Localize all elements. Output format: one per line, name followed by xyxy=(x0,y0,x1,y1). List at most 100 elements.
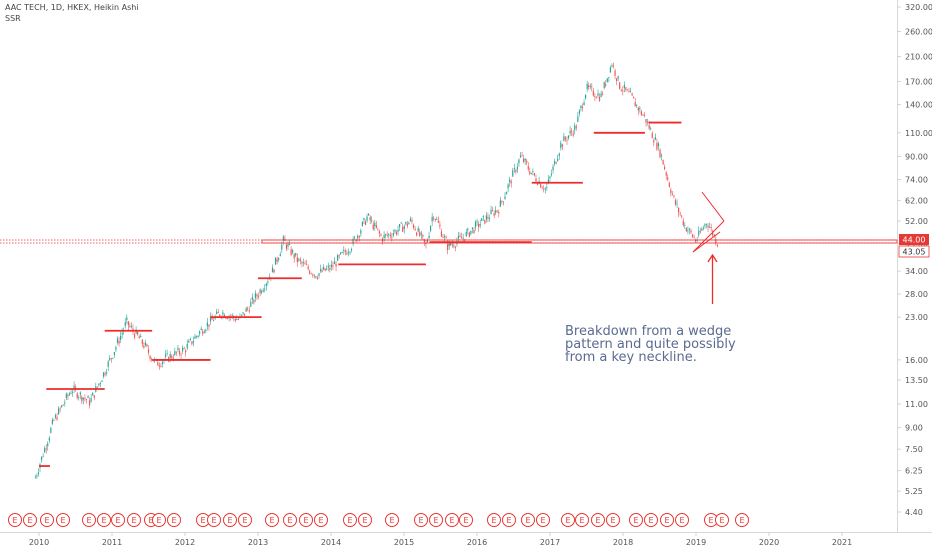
earnings-event-icon[interactable]: E xyxy=(8,513,22,527)
earnings-event-icon[interactable]: E xyxy=(23,513,37,527)
candle-body xyxy=(530,172,532,174)
candle-body xyxy=(282,236,284,241)
candle-body xyxy=(327,265,329,268)
earnings-event-icon[interactable]: E xyxy=(314,513,328,527)
earnings-event-icon[interactable]: E xyxy=(82,513,96,527)
candle-body xyxy=(634,102,636,107)
earnings-event-icon[interactable]: E xyxy=(207,513,221,527)
earnings-event-icon[interactable]: E xyxy=(56,513,70,527)
candle-body xyxy=(84,398,86,400)
candle-body xyxy=(625,87,627,90)
candle-body xyxy=(403,225,405,229)
earnings-event-icon[interactable]: E xyxy=(715,513,729,527)
svg-text:E: E xyxy=(303,516,308,525)
candle-body xyxy=(92,392,94,396)
earnings-event-icon[interactable]: E xyxy=(487,513,501,527)
earnings-event-icon[interactable]: E xyxy=(196,513,210,527)
candle-body xyxy=(62,404,64,406)
earnings-event-icon[interactable]: E xyxy=(445,513,459,527)
candle-body xyxy=(436,219,438,220)
candle-body xyxy=(516,166,518,170)
earnings-event-icon[interactable]: E xyxy=(575,513,589,527)
candle-body xyxy=(368,213,370,216)
candle-body xyxy=(375,225,377,228)
earnings-event-icon[interactable]: E xyxy=(502,513,516,527)
candle-body xyxy=(186,344,188,349)
candle-body xyxy=(616,78,618,81)
earnings-event-icon[interactable]: E xyxy=(152,513,166,527)
annotation-line-2: pattern and quite possibly xyxy=(565,337,736,352)
candle-body xyxy=(380,234,382,236)
candle-body xyxy=(56,417,58,420)
candle-body xyxy=(487,216,489,219)
candle-body xyxy=(137,332,139,335)
wedge-pattern xyxy=(692,191,725,253)
candle-body xyxy=(592,91,594,96)
earnings-event-icon[interactable]: E xyxy=(265,513,279,527)
candle-body xyxy=(332,265,334,267)
candle-body xyxy=(668,182,670,187)
earnings-event-icon[interactable]: E xyxy=(358,513,372,527)
earnings-event-icon[interactable]: E xyxy=(343,513,357,527)
candle-body xyxy=(502,201,505,203)
candle-body xyxy=(434,219,436,221)
candle-body xyxy=(40,456,43,461)
earnings-event-icon[interactable]: E xyxy=(660,513,674,527)
candle-body xyxy=(631,93,633,96)
candle-body xyxy=(59,408,61,410)
candle-body xyxy=(567,135,570,139)
annotation-text: Breakdown from a wedge pattern and quite… xyxy=(565,325,765,364)
earnings-event-icon[interactable]: E xyxy=(606,513,620,527)
candle-body xyxy=(614,70,616,76)
candle-body xyxy=(73,385,75,389)
candle-body xyxy=(650,128,652,130)
earnings-event-icon[interactable]: E xyxy=(735,513,749,527)
candle-body xyxy=(42,456,44,458)
candle-body xyxy=(318,273,320,276)
candle-body xyxy=(657,143,660,147)
earnings-event-icon[interactable]: E xyxy=(414,513,428,527)
candle-body xyxy=(479,223,481,226)
time-tick-label: 2017 xyxy=(540,538,560,547)
candle-body xyxy=(557,158,559,162)
earnings-event-icon[interactable]: E xyxy=(40,513,54,527)
earnings-event-icon[interactable]: E xyxy=(629,513,643,527)
price-tick-label: 74.00 xyxy=(905,175,928,184)
earnings-event-icon[interactable]: E xyxy=(561,513,575,527)
svg-text:E: E xyxy=(101,516,106,525)
candle-body xyxy=(107,361,109,367)
candle-body xyxy=(546,186,548,188)
earnings-event-icon[interactable]: E xyxy=(223,513,237,527)
candle-body xyxy=(354,237,356,239)
candle-body xyxy=(335,263,337,267)
earnings-event-icon[interactable]: E xyxy=(385,513,399,527)
earnings-event-icon[interactable]: E xyxy=(238,513,252,527)
earnings-event-icon[interactable]: E xyxy=(521,513,535,527)
earnings-event-icon[interactable]: E xyxy=(459,513,473,527)
candle-body xyxy=(124,322,126,327)
candle-body xyxy=(490,210,492,215)
candle-body xyxy=(569,130,571,134)
candle-body xyxy=(423,239,425,242)
earnings-event-icon[interactable]: E xyxy=(111,513,125,527)
earnings-event-icon[interactable]: E xyxy=(127,513,141,527)
earnings-event-icon[interactable]: E xyxy=(283,513,297,527)
earnings-event-icon[interactable]: E xyxy=(644,513,658,527)
candle-body xyxy=(388,233,390,235)
earnings-event-icon[interactable]: E xyxy=(536,513,550,527)
earnings-event-icon[interactable]: E xyxy=(97,513,111,527)
earnings-event-icon[interactable]: E xyxy=(299,513,313,527)
candle-body xyxy=(457,235,460,239)
candle-body xyxy=(341,252,343,253)
time-tick-label: 2014 xyxy=(321,538,341,547)
svg-text:E: E xyxy=(708,516,713,525)
earnings-event-icon[interactable]: E xyxy=(429,513,443,527)
svg-text:E: E xyxy=(362,516,367,525)
candle-body xyxy=(450,243,452,246)
candle-body xyxy=(402,227,404,232)
candle-body xyxy=(409,218,412,221)
candle-body xyxy=(161,361,164,364)
earnings-event-icon[interactable]: E xyxy=(167,513,181,527)
earnings-event-icon[interactable]: E xyxy=(675,513,689,527)
earnings-event-icon[interactable]: E xyxy=(591,513,605,527)
